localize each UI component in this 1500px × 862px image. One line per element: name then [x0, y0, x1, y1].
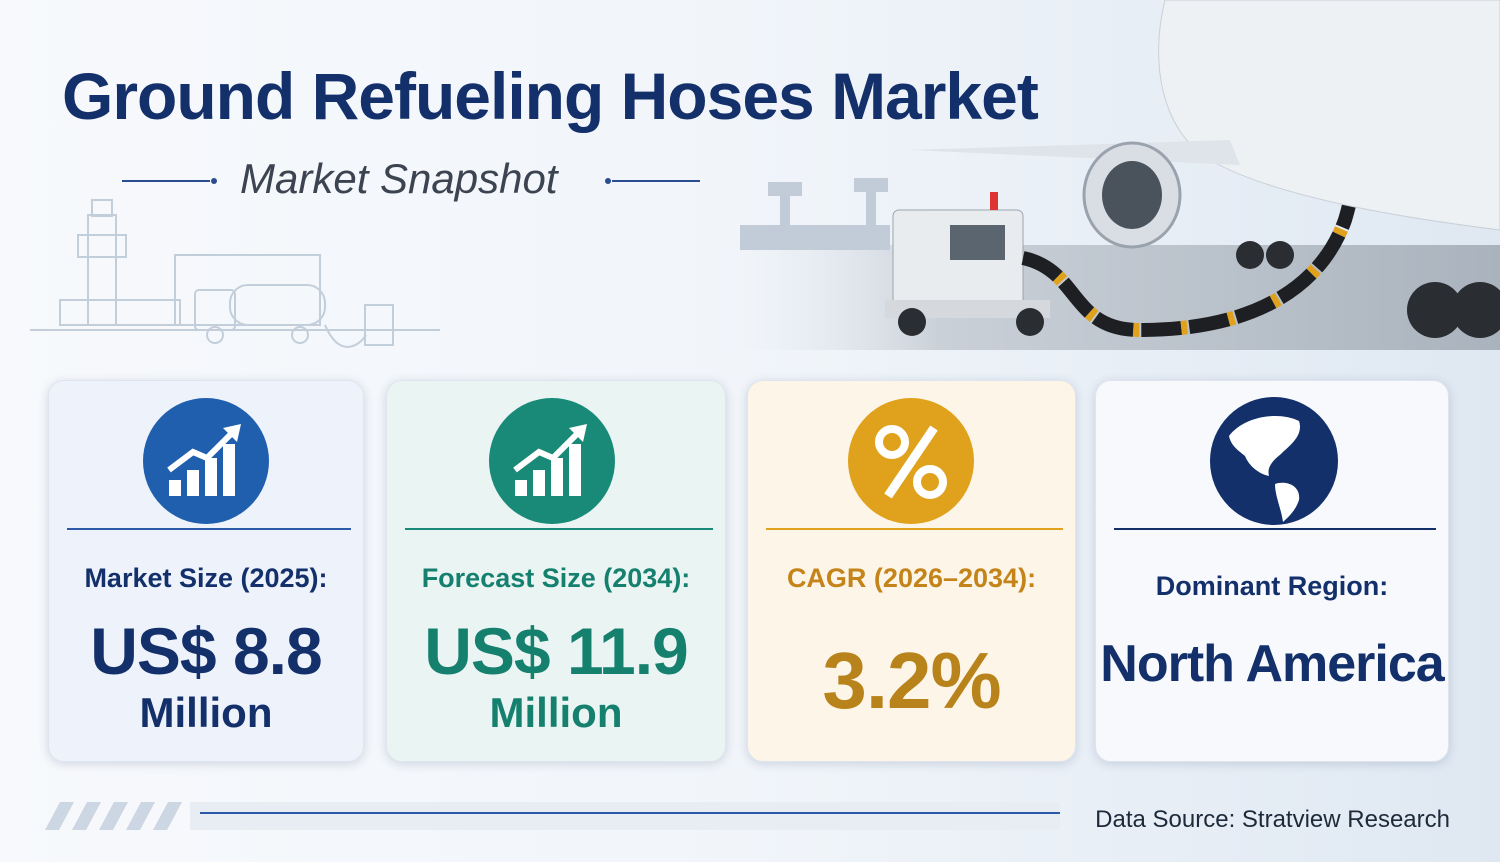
card-label: Market Size (2025):	[84, 563, 328, 593]
globe-icon	[1210, 397, 1338, 525]
data-source: Data Source: Stratview Research	[1095, 806, 1450, 833]
percent-icon	[848, 398, 974, 524]
card-label: Forecast Size (2034):	[421, 563, 691, 593]
stat-card: Dominant Region: North America	[1095, 380, 1449, 762]
card-unit: Million	[139, 689, 273, 736]
growth-icon	[143, 398, 269, 524]
growth-icon	[489, 398, 615, 524]
card-value: US$ 8.8	[90, 614, 322, 688]
card-value: US$ 11.9	[424, 614, 689, 688]
card-label: CAGR (2026–2034):	[786, 563, 1037, 593]
card-unit: Million	[489, 689, 623, 736]
stat-card: Forecast Size (2034): US$ 11.9 Million	[386, 380, 726, 762]
divider	[1114, 528, 1436, 530]
card-value: North America	[1100, 635, 1444, 693]
divider	[766, 528, 1063, 530]
title: Ground Refueling Hoses Market	[62, 59, 1039, 133]
stat-card: Market Size (2025): US$ 8.8 Million	[48, 380, 364, 762]
subtitle: Market Snapshot	[240, 155, 558, 202]
card-value: 3.2%	[822, 636, 1001, 725]
card-label: Dominant Region:	[1155, 571, 1389, 601]
stat-card: CAGR (2026–2034): 3.2%	[747, 380, 1076, 762]
divider	[67, 528, 351, 530]
divider	[405, 528, 713, 530]
